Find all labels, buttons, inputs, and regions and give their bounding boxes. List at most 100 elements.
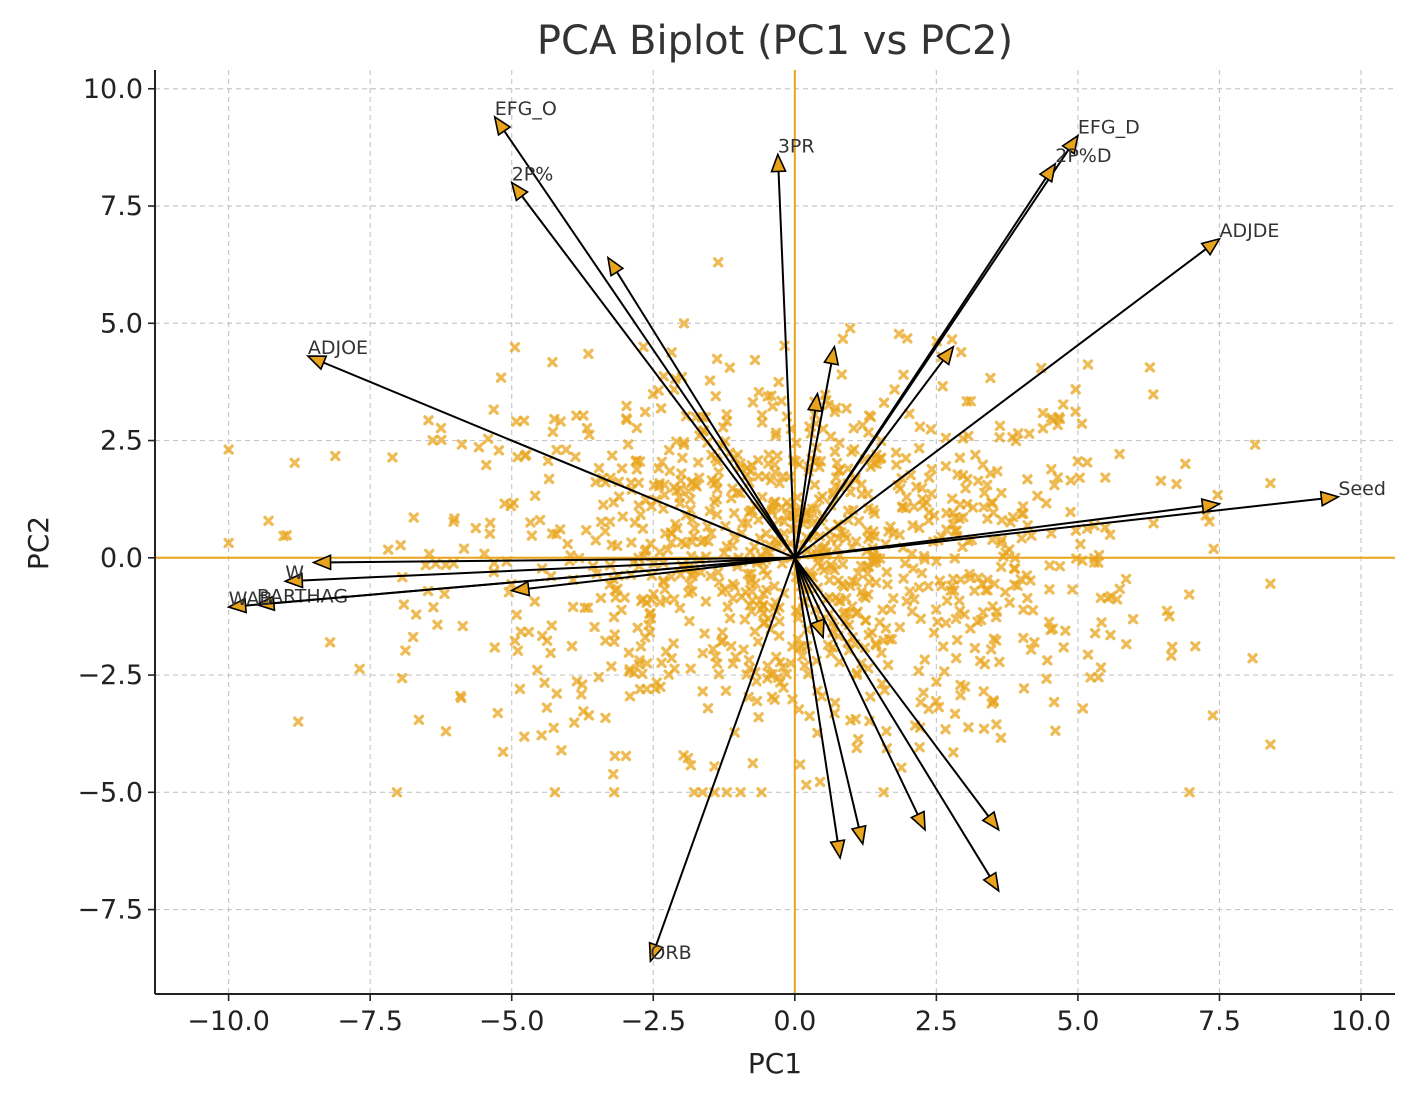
y-tick-label: −7.5 bbox=[77, 895, 143, 926]
scatter-point bbox=[693, 472, 705, 483]
scatter-point bbox=[776, 502, 788, 513]
scatter-point bbox=[736, 591, 747, 602]
scatter-point bbox=[846, 601, 858, 612]
scatter-point bbox=[889, 384, 900, 395]
scatter-point bbox=[278, 530, 289, 542]
scatter-point bbox=[870, 577, 882, 588]
loading-label: W bbox=[285, 562, 304, 584]
scatter-point bbox=[407, 631, 419, 643]
scatter-point bbox=[767, 401, 778, 412]
scatter-point bbox=[1249, 439, 1261, 450]
loading-arrow-head bbox=[982, 871, 1000, 893]
scatter-point bbox=[931, 555, 942, 567]
scatter-point bbox=[946, 493, 958, 504]
scatter-point bbox=[520, 449, 532, 460]
scatter-point bbox=[436, 434, 447, 446]
scatter-point bbox=[882, 579, 893, 590]
loading-label: ADJOE bbox=[308, 337, 368, 359]
scatter-point bbox=[616, 463, 628, 474]
scatter-point bbox=[640, 632, 651, 643]
scatter-point bbox=[977, 459, 989, 470]
scatter-point bbox=[656, 657, 667, 669]
scatter-point bbox=[781, 668, 792, 680]
scatter-point bbox=[671, 436, 682, 447]
loading-arrow-head bbox=[305, 355, 328, 371]
x-tick-label: −5.0 bbox=[479, 1006, 545, 1037]
scatter-point bbox=[837, 559, 849, 570]
scatter-point bbox=[756, 417, 768, 428]
scatter-points bbox=[223, 257, 1276, 798]
scatter-point bbox=[906, 548, 918, 560]
scatter-point bbox=[833, 595, 844, 606]
scatter-point bbox=[995, 732, 1007, 744]
scatter-point bbox=[493, 445, 505, 456]
scatter-point bbox=[697, 686, 708, 697]
scatter-point bbox=[744, 600, 756, 611]
scatter-point bbox=[529, 596, 540, 607]
scatter-point bbox=[1081, 523, 1093, 534]
loading-arrow-shaft bbox=[330, 556, 795, 564]
scatter-point bbox=[598, 499, 609, 511]
loading-label: 3PR bbox=[778, 135, 815, 157]
scatter-point bbox=[704, 505, 716, 517]
scatter-point bbox=[817, 423, 829, 435]
scatter-point bbox=[387, 452, 398, 463]
scatter-point bbox=[1021, 570, 1032, 581]
scatter-point bbox=[1144, 362, 1156, 373]
scatter-point bbox=[589, 621, 600, 633]
scatter-point bbox=[758, 608, 769, 619]
scatter-point bbox=[824, 574, 835, 586]
scatter-point bbox=[794, 759, 806, 770]
scatter-point bbox=[696, 536, 707, 548]
loading-arrow-shaft bbox=[323, 361, 796, 559]
loading-arrow-head bbox=[850, 824, 867, 846]
scatter-point bbox=[825, 648, 837, 659]
scatter-point bbox=[1081, 457, 1093, 468]
scatter-point bbox=[896, 762, 907, 773]
scatter-point bbox=[874, 617, 886, 628]
scatter-point bbox=[330, 450, 341, 462]
scatter-point bbox=[1025, 644, 1037, 655]
scatter-point bbox=[739, 614, 751, 625]
scatter-point bbox=[1114, 448, 1125, 460]
scatter-point bbox=[497, 746, 509, 758]
scatter-point bbox=[593, 671, 605, 683]
scatter-point bbox=[704, 375, 716, 386]
scatter-point bbox=[619, 592, 630, 603]
x-tick-label: 5.0 bbox=[1056, 1006, 1099, 1037]
scatter-point bbox=[489, 642, 500, 653]
scatter-point bbox=[763, 546, 775, 558]
scatter-point bbox=[582, 602, 594, 613]
scatter-point bbox=[836, 369, 847, 380]
loading-arrow-head bbox=[806, 391, 824, 413]
scatter-point bbox=[1148, 518, 1159, 529]
loading-arrow-shaft bbox=[777, 171, 796, 558]
scatter-point bbox=[831, 542, 843, 554]
scatter-point bbox=[851, 667, 863, 679]
loading-arrow-shaft bbox=[302, 556, 795, 582]
loading-arrow-shaft bbox=[793, 557, 860, 828]
scatter-point bbox=[1070, 525, 1082, 536]
scatter-point bbox=[1212, 489, 1223, 501]
scatter-point bbox=[495, 372, 507, 383]
x-tick-label: 2.5 bbox=[915, 1006, 958, 1037]
scatter-point bbox=[479, 548, 490, 560]
scatter-point bbox=[398, 599, 410, 610]
scatter-point bbox=[779, 340, 790, 351]
scatter-point bbox=[772, 450, 783, 462]
y-axis-label: PC2 bbox=[22, 516, 55, 570]
scatter-point bbox=[581, 422, 593, 434]
scatter-point bbox=[813, 557, 824, 568]
scatter-point bbox=[713, 466, 724, 478]
scatter-point bbox=[895, 483, 906, 494]
scatter-point bbox=[914, 722, 926, 733]
scatter-point bbox=[629, 517, 641, 528]
scatter-point bbox=[825, 431, 837, 442]
scatter-point bbox=[834, 465, 845, 476]
scatter-point bbox=[850, 536, 862, 547]
scatter-point bbox=[666, 537, 677, 548]
scatter-point bbox=[948, 585, 960, 596]
scatter-point bbox=[1076, 418, 1088, 429]
scatter-point bbox=[1012, 580, 1023, 592]
scatter-point bbox=[578, 706, 589, 717]
